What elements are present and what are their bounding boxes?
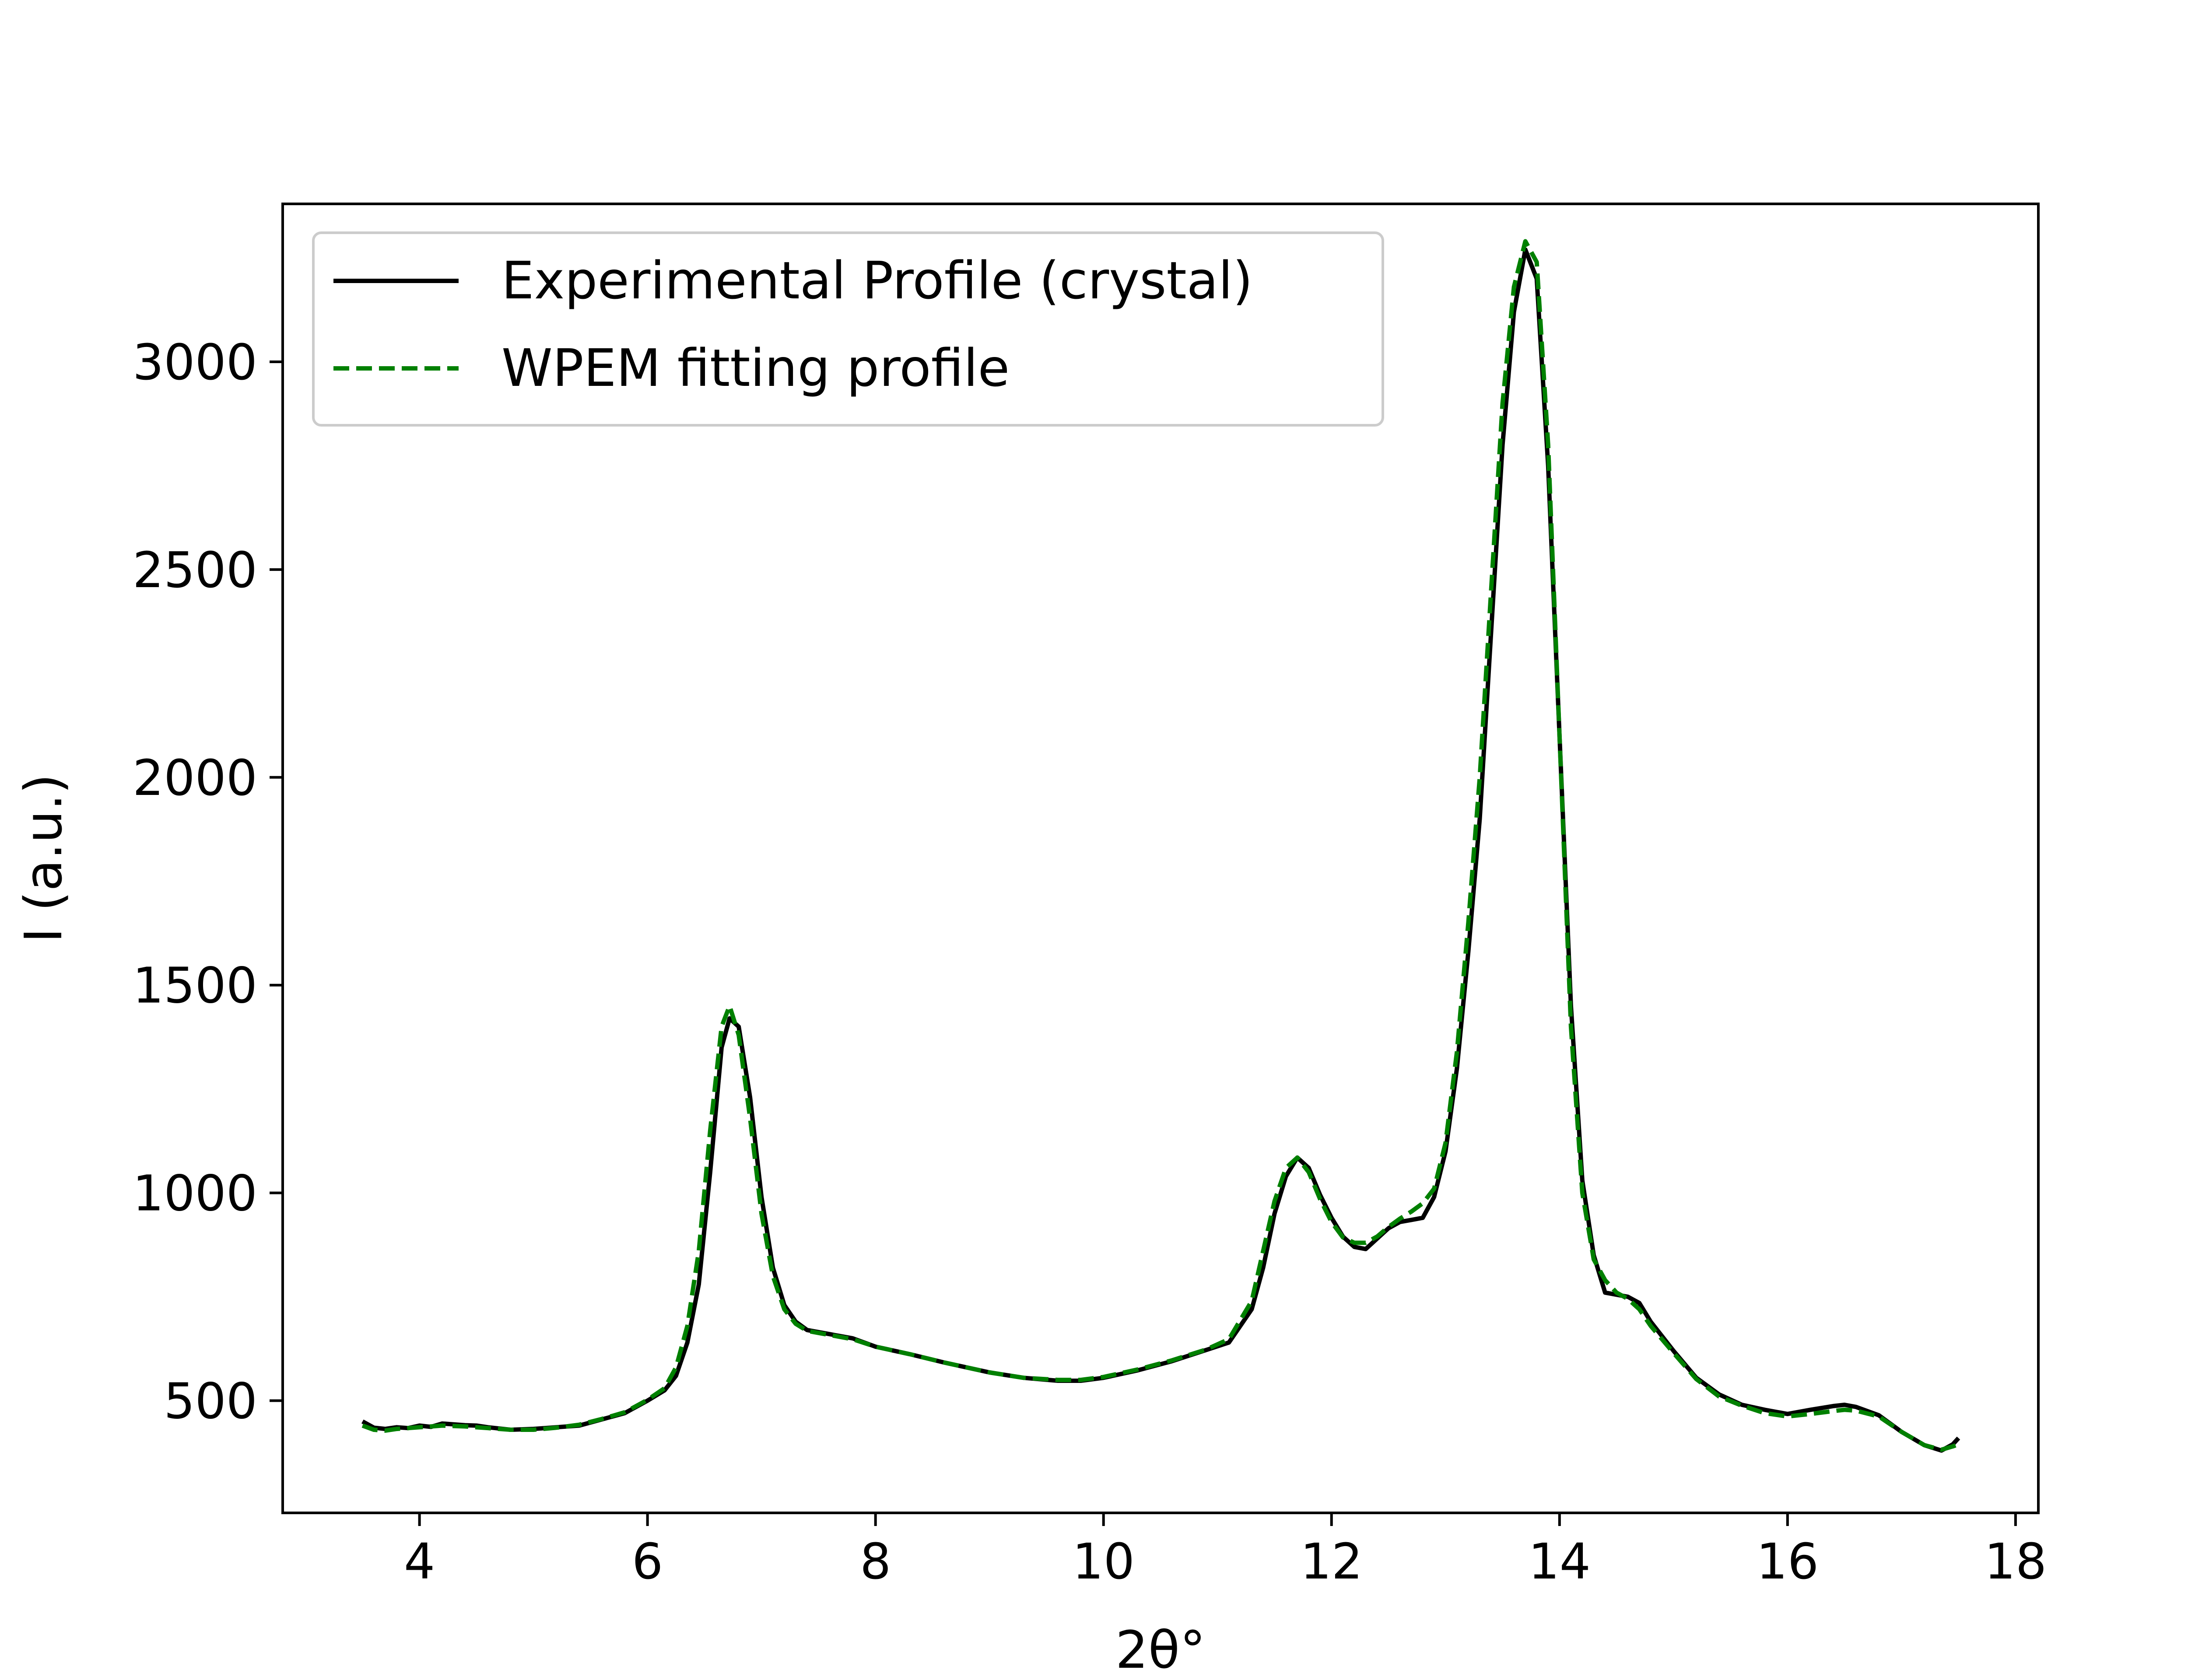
x-axis-label: 2θ°: [1115, 1620, 1206, 1680]
plot-frame: [281, 203, 2040, 1514]
series-line-experimental: [361, 247, 1960, 1453]
y-tick-label: 2000: [133, 750, 257, 807]
x-tick-label: 4: [404, 1533, 435, 1590]
y-tick-label: 3000: [133, 334, 257, 391]
x-tick-label: 10: [1072, 1533, 1135, 1590]
x-tick-label: 12: [1301, 1533, 1363, 1590]
y-tick-label: 2500: [133, 542, 257, 599]
x-tick-label: 16: [1757, 1533, 1819, 1590]
legend-label-wpem: WPEM fitting profile: [501, 338, 1010, 398]
y-axis-ticks: 500 1000 1500 2000 2500 3000: [133, 334, 283, 1430]
x-tick-label: 14: [1529, 1533, 1591, 1590]
x-tick-label: 6: [632, 1533, 663, 1590]
plot-area: [361, 239, 1960, 1453]
series-line-wpem: [361, 239, 1960, 1452]
x-tick-label: 18: [1985, 1533, 2047, 1590]
x-axis-ticks: 4 6 8 10 12 14 16 18: [404, 1513, 2047, 1590]
legend-label-experimental: Experimental Profile (crystal): [501, 250, 1253, 311]
y-tick-label: 1500: [133, 958, 257, 1015]
legend: Experimental Profile (crystal) WPEM fitt…: [312, 231, 1384, 427]
series-layer: [361, 239, 1960, 1453]
legend-box: [312, 231, 1384, 427]
y-tick-label: 1000: [133, 1166, 257, 1222]
y-axis-label: I (a.u.): [13, 774, 74, 943]
y-tick-label: 500: [164, 1373, 257, 1430]
x-tick-label: 8: [860, 1533, 891, 1590]
